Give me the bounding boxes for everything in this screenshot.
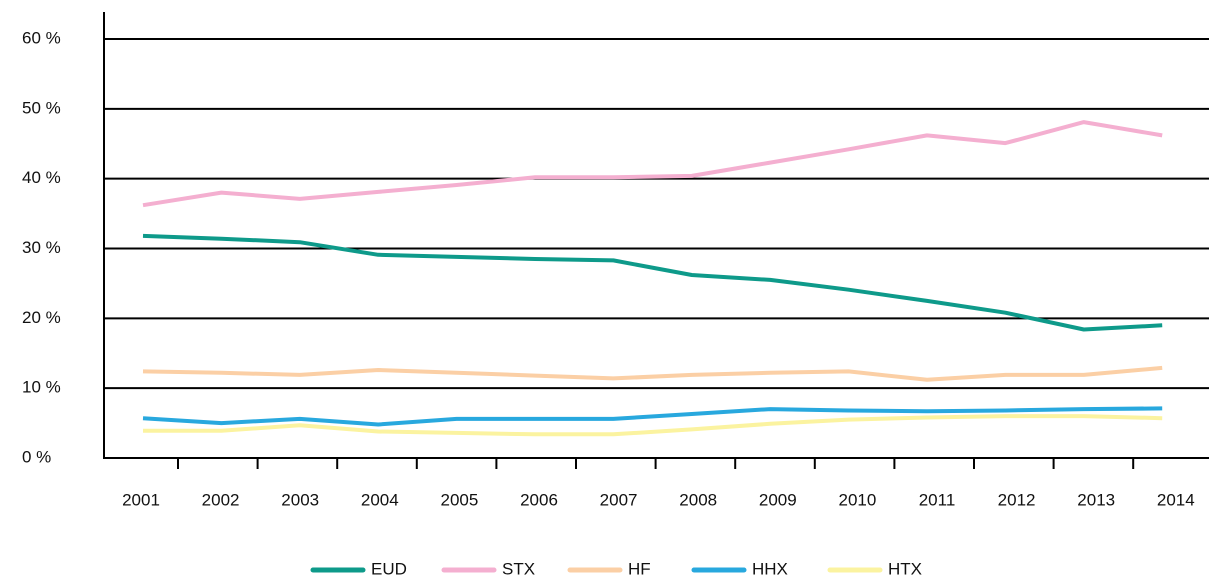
x-tick-label: 2005 bbox=[440, 490, 478, 509]
x-tick-label: 2009 bbox=[759, 490, 797, 509]
y-tick-label: 50 % bbox=[22, 98, 61, 117]
y-tick-label: 30 % bbox=[22, 238, 61, 257]
x-tick-label: 2006 bbox=[520, 490, 558, 509]
x-tick-label: 2010 bbox=[838, 490, 876, 509]
x-tick-label: 2013 bbox=[1077, 490, 1115, 509]
series-line bbox=[143, 414, 1163, 437]
x-tick-label: 2011 bbox=[919, 490, 956, 509]
y-tick-label: 40 % bbox=[22, 168, 61, 187]
legend-label: EUD bbox=[371, 559, 407, 578]
x-tick-label: 2002 bbox=[202, 490, 240, 509]
x-tick-label: 2004 bbox=[361, 490, 399, 509]
legend-label: STX bbox=[502, 559, 535, 578]
x-tick-label: 2007 bbox=[600, 490, 638, 509]
series-line bbox=[142, 233, 1163, 332]
y-tick-label: 20 % bbox=[22, 308, 61, 327]
y-tick-label: 60 % bbox=[22, 28, 61, 47]
x-tick-label: 2008 bbox=[679, 490, 717, 509]
legend-label: HTX bbox=[888, 559, 922, 578]
x-tick-label: 2001 bbox=[122, 490, 160, 509]
x-tick-label: 2014 bbox=[1157, 490, 1195, 509]
x-tick-label: 2012 bbox=[998, 490, 1036, 509]
y-tick-label: 10 % bbox=[22, 378, 61, 397]
series-line bbox=[142, 120, 1163, 208]
x-tick-label: 2003 bbox=[281, 490, 319, 509]
series-line bbox=[142, 365, 1163, 382]
legend-label: HHX bbox=[752, 559, 788, 578]
series-line bbox=[142, 406, 1163, 427]
y-tick-label: 0 % bbox=[22, 447, 51, 466]
legend-label: HF bbox=[628, 559, 651, 578]
